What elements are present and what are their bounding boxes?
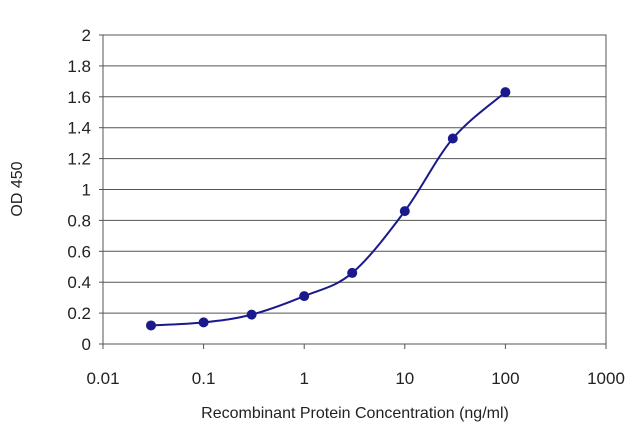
x-tick-label: 0.1 [192,369,216,388]
y-tick-label: 1.2 [67,150,91,169]
grid-lines [99,34,607,349]
y-tick-label: 0.8 [67,211,91,230]
data-point [347,267,358,278]
x-tick-labels: 0.01 0.1 1 10 100 1000 [86,369,624,388]
y-tick-label: 1.8 [67,57,91,76]
data-point [399,206,410,217]
x-tick-label: 0.01 [86,369,119,388]
x-tick-label: 100 [491,369,519,388]
x-tick-label: 10 [395,369,414,388]
data-points [145,87,511,331]
x-axis-label: Recombinant Protein Concentration (ng/ml… [201,405,509,422]
y-tick-labels: 0 0.2 0.4 0.6 0.8 1 1.2 1.4 1.6 1.8 2 [67,26,91,354]
y-axis-label: OD 450 [9,161,26,216]
y-tick-label: 1.4 [67,119,91,138]
data-point [500,87,511,98]
data-point [246,309,257,320]
y-tick-label: 1 [82,181,91,200]
y-tick-label: 2 [82,26,91,45]
y-tick-label: 1.6 [67,88,91,107]
data-point [447,133,458,144]
data-point [145,320,156,331]
data-point [299,291,310,302]
x-tick-label: 1000 [587,369,625,388]
y-tick-label: 0.2 [67,304,91,323]
data-point [198,317,209,328]
y-tick-label: 0 [82,335,91,354]
y-tick-label: 0.6 [67,242,91,261]
x-tick-label: 1 [299,369,308,388]
y-tick-label: 0.4 [67,273,91,292]
